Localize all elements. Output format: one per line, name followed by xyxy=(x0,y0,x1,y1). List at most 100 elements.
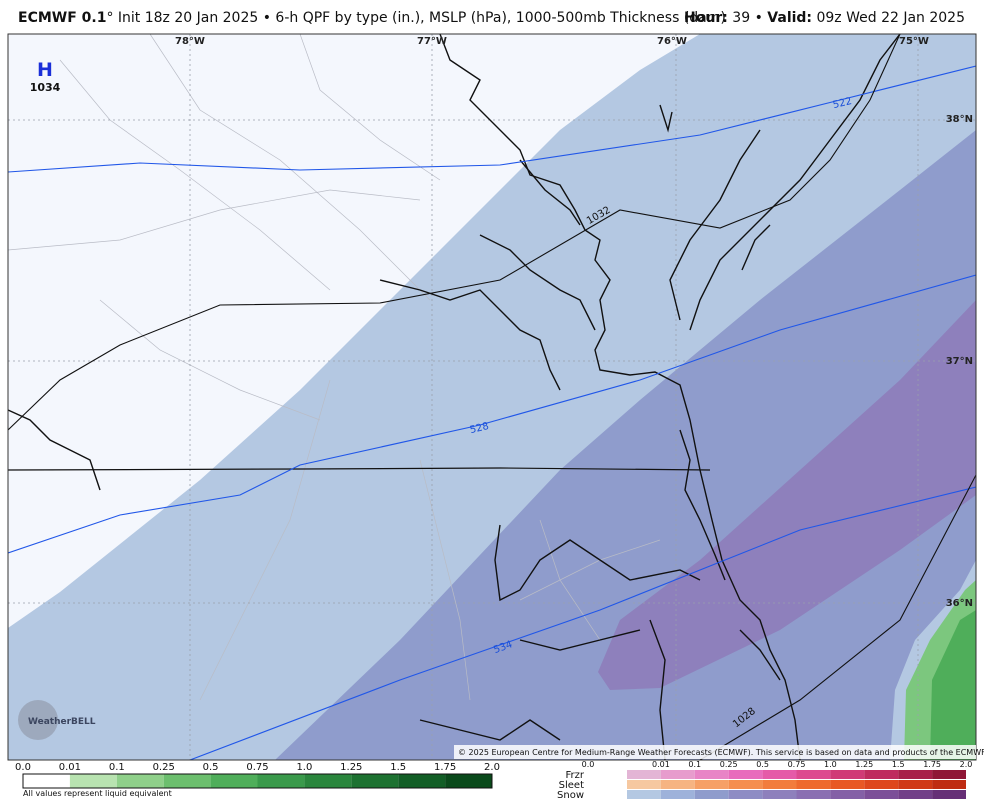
graticule xyxy=(8,34,976,760)
ptype-swatch xyxy=(728,770,763,779)
rain-scale-label: 1.75 xyxy=(434,762,456,773)
logo-text: WeatherBELL xyxy=(28,717,96,727)
ptype-swatch xyxy=(898,780,933,789)
rain-bar-frame xyxy=(22,773,493,789)
ptype-swatch xyxy=(762,770,797,779)
valid-label: Valid: xyxy=(767,10,812,26)
rain-swatch xyxy=(257,774,305,788)
ptype-name: Snow xyxy=(557,790,584,801)
ptype-swatch xyxy=(660,770,695,779)
copyright: © 2025 European Centre for Medium-Range … xyxy=(458,748,984,757)
rain-swatch xyxy=(23,774,70,788)
logo: WeatherBELL xyxy=(18,700,96,740)
ptype-swatch xyxy=(728,780,763,789)
hour-value: 39 • xyxy=(728,10,767,26)
rain-scale-label: 1.0 xyxy=(296,762,312,773)
ptype-swatch xyxy=(864,770,899,779)
longitude-label: 76°W xyxy=(657,36,687,47)
ptype-swatch xyxy=(694,780,729,789)
ptype-swatch xyxy=(694,790,729,799)
description: ° Init 18z 20 Jan 2025 • 6-h QPF by type… xyxy=(106,10,725,26)
ptype-swatch xyxy=(830,780,865,789)
ptype-swatch xyxy=(898,790,933,799)
ptype-scale-label: 1.5 xyxy=(892,760,905,769)
copyright-box xyxy=(454,745,976,759)
ptype-scale-label: 0.75 xyxy=(788,760,806,769)
latitude-label: 37°N xyxy=(946,356,973,367)
ptype-scale-label: 0.1 xyxy=(688,760,701,769)
header-right: Hour: 39 • Valid: 09z Wed 22 Jan 2025 xyxy=(684,10,965,26)
ptype-swatch xyxy=(660,790,695,799)
rain-scale-label: 0.01 xyxy=(59,762,81,773)
rain-scale-label: 0.1 xyxy=(109,762,125,773)
coastlines xyxy=(8,34,901,760)
ptype-swatch xyxy=(796,790,831,799)
thickness-label: 528 xyxy=(469,421,490,436)
rain-scale-label: 2.0 xyxy=(484,762,500,773)
longitude-label: 78°W xyxy=(175,36,205,47)
rain-scale-label: 0.25 xyxy=(153,762,175,773)
latitude-label: 38°N xyxy=(946,114,973,125)
legend-note: All values represent liquid equivalent xyxy=(23,789,172,798)
ptype-swatch xyxy=(932,790,966,799)
thickness-label: 522 xyxy=(832,96,853,111)
hour-label: Hour: xyxy=(684,10,728,26)
ptype-scale-label: 1.75 xyxy=(923,760,941,769)
ptype-swatch xyxy=(830,790,865,799)
ptype-swatch xyxy=(932,780,966,789)
snow-heavy xyxy=(598,300,976,690)
ptype-name: Sleet xyxy=(559,780,584,791)
rain-swatch xyxy=(116,774,164,788)
ptype-swatch xyxy=(830,770,865,779)
ptype-swatch xyxy=(694,770,729,779)
high-pressure: 1034 xyxy=(30,81,61,94)
longitude-label: 77°W xyxy=(417,36,447,47)
map-frame xyxy=(7,33,977,761)
header-left: ECMWF 0.1° Init 18z 20 Jan 2025 • 6-h QP… xyxy=(18,10,726,26)
ptype-scale-label: 2.0 xyxy=(960,760,973,769)
ptype-scale-label: 1.25 xyxy=(855,760,873,769)
rain-swatch xyxy=(163,774,211,788)
ptype-swatch xyxy=(796,780,831,789)
ptype-swatch xyxy=(660,780,695,789)
rain-moderate xyxy=(930,610,976,760)
rain-swatch xyxy=(210,774,258,788)
ptype-swatch xyxy=(627,770,661,779)
ptype-swatch xyxy=(762,780,797,789)
rain-swatch xyxy=(69,774,117,788)
rain-swatch xyxy=(398,774,446,788)
legend: All values represent liquid equivalent 0… xyxy=(15,760,972,801)
ptype-swatch xyxy=(864,780,899,789)
ptype-scale-label: 0.01 xyxy=(652,760,670,769)
state-border xyxy=(8,467,711,471)
rain-scale-label: 0.75 xyxy=(246,762,268,773)
ptype-scale-label: 1.0 xyxy=(824,760,837,769)
rain-swatch xyxy=(304,774,352,788)
ptype-swatch xyxy=(762,790,797,799)
ptype-swatch xyxy=(627,780,661,789)
map: 78°W 77°W 76°W 75°W 38°N 37°N 36°N H 103… xyxy=(7,33,984,761)
ptype-swatch xyxy=(898,770,933,779)
ptype-scale-label: 0.0 xyxy=(582,760,595,769)
rain-scale-label: 1.5 xyxy=(390,762,406,773)
ptype-swatch xyxy=(627,790,661,799)
rain-scale-label: 0.0 xyxy=(15,762,31,773)
ptype-name: Frzr xyxy=(566,770,585,781)
ptype-scale-label: 0.25 xyxy=(720,760,738,769)
longitude-label: 75°W xyxy=(899,36,929,47)
high-symbol: H xyxy=(37,59,53,81)
ptype-swatch xyxy=(728,790,763,799)
model: ECMWF 0.1 xyxy=(18,10,106,26)
ptype-swatch xyxy=(932,770,966,779)
rain-scale-label: 1.25 xyxy=(340,762,362,773)
isobars xyxy=(8,34,976,760)
thickness-contours xyxy=(8,65,976,760)
latitude-label: 36°N xyxy=(946,598,973,609)
rain-swatch xyxy=(445,774,492,788)
rain-scale-label: 0.5 xyxy=(203,762,219,773)
ptype-scale-label: 0.5 xyxy=(756,760,769,769)
ptype-swatch xyxy=(796,770,831,779)
valid-value: 09z Wed 22 Jan 2025 xyxy=(812,10,965,26)
